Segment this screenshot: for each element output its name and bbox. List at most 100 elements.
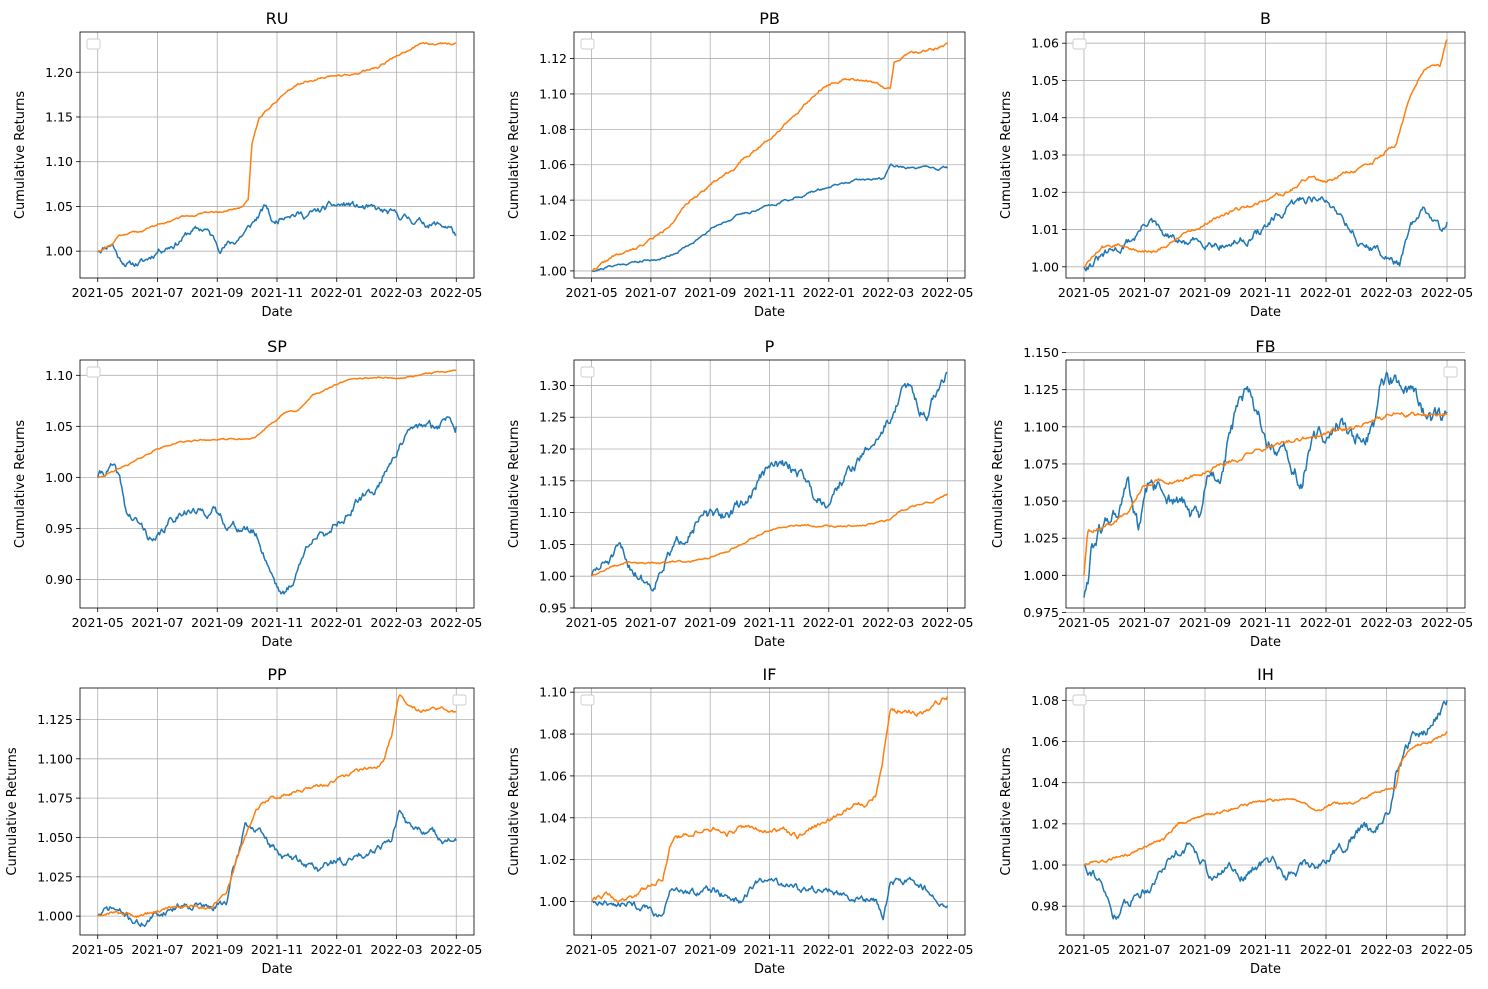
series-line-orange [591,493,949,577]
subplot-title: IF [763,665,777,684]
x-tick-label: 2022-05 [430,615,482,630]
y-tick-label: 1.00 [45,470,73,485]
x-tick-label: 2022-05 [921,942,973,957]
x-tick-label: 2021-07 [625,615,677,630]
y-axis-label: Cumulative Returns [991,420,1006,548]
y-tick-label: 1.08 [1031,693,1059,708]
x-tick-label: 2022-01 [311,615,363,630]
axes-frame [1065,687,1466,936]
y-tick-label: 1.10 [539,685,567,700]
x-tick-label: 2021-09 [191,615,243,630]
y-axis-label: Cumulative Returns [999,747,1014,875]
x-tick-label: 2021-05 [72,285,124,300]
subplot-title: SP [267,337,287,356]
subplot-b: 1.00 1.01 1.02 1.03 1.04 1.05 1.06 2021-05 2021-… [999,9,1473,320]
y-tick-label: 1.00 [539,894,567,909]
y-tick-label: 1.10 [45,368,73,383]
y-tick-label: 1.075 [37,791,73,806]
y-axis-label: Cumulative Returns [13,91,28,219]
x-tick-label: 2021-09 [684,942,736,957]
y-tick-label: 1.100 [37,751,73,766]
y-axis-label: Cumulative Returns [507,420,522,548]
x-tick-label: 2021-11 [1239,285,1291,300]
series-line-orange [1083,411,1448,576]
y-tick-label: 0.95 [45,521,73,536]
subplot-title: PP [267,665,287,684]
series-line-blue [1083,196,1448,272]
x-tick-label: 2021-05 [1058,615,1110,630]
y-tick-label: 1.025 [1023,531,1059,546]
x-tick-label: 2021-05 [1058,942,1110,957]
y-tick-label: 1.05 [539,537,567,552]
x-tick-label: 2021-07 [1118,615,1170,630]
series-line-orange [97,369,457,479]
x-tick-label: 2022-01 [803,942,855,957]
x-tick-label: 2021-11 [1239,615,1291,630]
x-tick-label: 2021-07 [1118,285,1170,300]
y-tick-label: 1.01 [1031,222,1059,237]
x-axis-label: Date [754,635,785,650]
subplot-ih: 0.98 1.00 1.02 1.04 1.06 1.08 2021-05 2021-07 20… [999,665,1473,977]
x-tick-label: 2022-05 [921,615,973,630]
legend-box [1072,38,1087,50]
y-tick-label: 1.05 [45,419,73,434]
series-line-orange [97,694,457,918]
y-tick-label: 1.12 [539,51,567,66]
y-tick-label: 1.08 [539,727,567,742]
subplot-pp: 1.000 1.025 1.050 1.075 1.100 1.125 2021-05 202… [5,665,482,977]
series-line-blue [97,200,457,268]
y-axis-label: Cumulative Returns [507,91,522,219]
subplot-title: P [765,337,775,356]
x-tick-label: 2022-01 [1300,285,1352,300]
x-axis-label: Date [261,962,292,977]
y-tick-label: 1.000 [1023,568,1059,583]
y-tick-label: 1.04 [1031,775,1059,790]
x-tick-label: 2021-07 [625,942,677,957]
y-tick-label: 0.98 [1031,899,1059,914]
subplot-ru: 1.00 1.05 1.10 1.15 1.20 2021-05 2021-07 2021-0… [13,9,482,320]
y-tick-label: 0.90 [45,572,73,587]
y-tick-label: 1.15 [45,109,73,124]
subplot-if: 1.00 1.02 1.04 1.06 1.08 1.10 2021-05 2021-07 20… [507,665,974,977]
x-tick-label: 2022-01 [803,285,855,300]
x-tick-label: 2022-01 [311,942,363,957]
x-tick-label: 2022-03 [370,285,422,300]
x-tick-label: 2021-11 [1239,942,1291,957]
axes-frame [573,359,966,609]
x-tick-label: 2021-05 [565,285,617,300]
legend-box [452,694,467,706]
series-line-blue [97,809,457,928]
x-tick-label: 2022-05 [430,285,482,300]
series-line-blue [590,371,948,592]
axes-frame [573,31,966,279]
y-tick-label: 1.20 [45,65,73,80]
x-tick-label: 2022-05 [1421,285,1473,300]
y-tick-label: 0.975 [1023,605,1059,620]
x-tick-label: 2021-07 [131,285,183,300]
subplot-pb: 1.00 1.02 1.04 1.06 1.08 1.10 1.12 2021-05 2021-… [507,9,974,320]
x-tick-label: 2021-09 [684,615,736,630]
x-axis-label: Date [754,962,785,977]
legend-box [580,694,595,706]
y-tick-label: 1.10 [539,505,567,520]
x-axis-label: Date [1250,305,1281,320]
x-tick-label: 2022-01 [1300,942,1352,957]
y-tick-label: 1.050 [1023,494,1059,509]
series-line-blue [591,876,949,921]
x-tick-label: 2022-03 [862,942,914,957]
y-axis-label: Cumulative Returns [13,420,28,548]
x-tick-label: 2021-05 [565,942,617,957]
y-tick-label: 1.00 [1031,858,1059,873]
x-tick-label: 2021-07 [131,615,183,630]
y-tick-label: 1.00 [45,244,73,259]
x-tick-label: 2021-05 [1058,285,1110,300]
x-tick-label: 2021-07 [625,285,677,300]
y-tick-label: 1.000 [37,909,73,924]
y-tick-label: 1.05 [45,199,73,214]
x-tick-label: 2022-03 [370,615,422,630]
x-tick-label: 2021-11 [251,285,303,300]
x-tick-label: 2021-09 [1179,942,1231,957]
x-tick-label: 2021-11 [251,615,303,630]
y-axis-label: Cumulative Returns [999,91,1014,219]
x-tick-label: 2022-03 [862,615,914,630]
